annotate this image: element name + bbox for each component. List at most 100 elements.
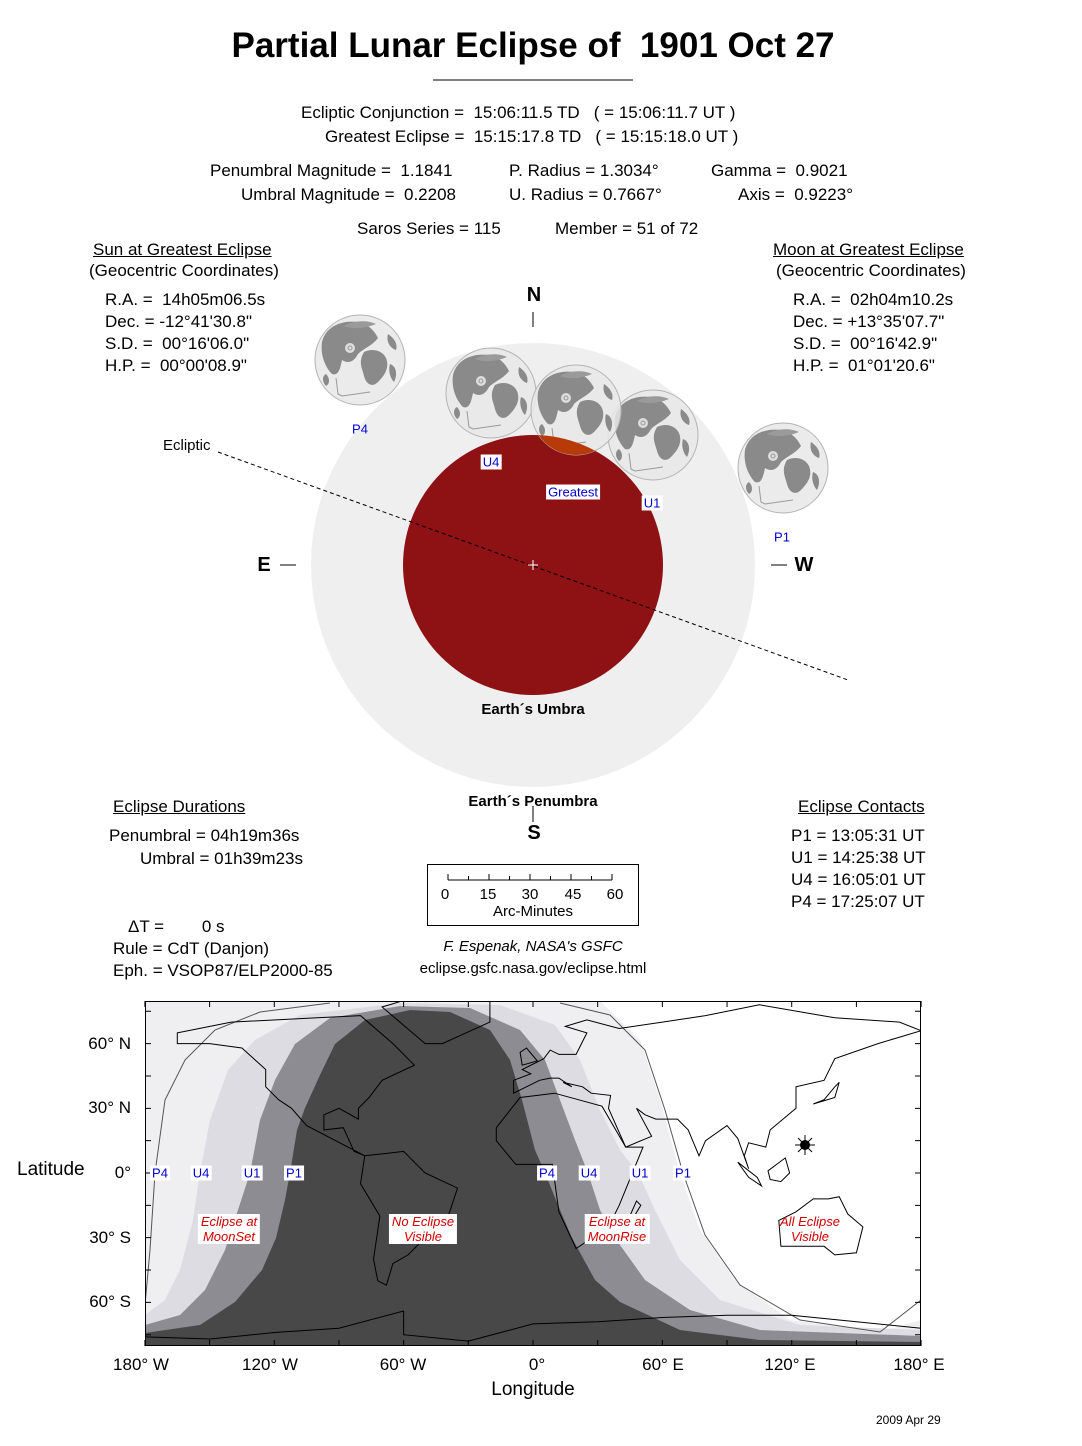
- scale-label: Arc-Minutes: [492, 903, 574, 920]
- lat-tick-60n: 60° N: [88, 1034, 131, 1053]
- penumbra-label: Earth´s Penumbra: [468, 793, 598, 810]
- map-label-p1-west: P1: [284, 1165, 304, 1181]
- continent-sumatra: [737, 1161, 763, 1188]
- penumbral-duration: Penumbral = 04h19m36s: [109, 826, 300, 845]
- north-label: N: [526, 284, 542, 306]
- continent-antarctica: [145, 1310, 921, 1342]
- lat-tick-60s: 60° S: [89, 1292, 131, 1311]
- contact-u1: U1 = 14:25:38 UT: [791, 848, 926, 867]
- p4-west-curve: [145, 1002, 331, 1306]
- sun-dec: Dec. = -12°41'30.8": [105, 312, 252, 331]
- moon-u1: [607, 389, 699, 481]
- west-label: W: [794, 554, 814, 576]
- contact-p4: P4 = 17:25:07 UT: [791, 892, 925, 911]
- map-label-p1-east: P1: [673, 1165, 693, 1181]
- visibility-map: [145, 1001, 921, 1346]
- moon-label-u4: U4: [480, 454, 502, 470]
- ecliptic-label: Ecliptic: [163, 437, 211, 454]
- lon-tick-60e: 60° E: [642, 1355, 684, 1374]
- sun-ra: R.A. = 14h05m06.5s: [105, 290, 266, 309]
- lat-tick-30n: 30° N: [88, 1098, 131, 1117]
- continent-australia: [778, 1196, 864, 1256]
- scale-tick-30: 30: [521, 886, 539, 903]
- sun-subheading: (Geocentric Coordinates): [89, 261, 279, 280]
- map-label-u1-west: U1: [241, 1165, 263, 1181]
- region-label-moonset: Eclipse at MoonSet: [197, 1214, 261, 1244]
- greatest-eclipse: Greatest Eclipse = 15:15:17.8 TD ( = 15:…: [325, 127, 739, 146]
- umbra-label: Earth´s Umbra: [481, 701, 585, 718]
- delta-t: ΔT = 0 s: [128, 917, 225, 936]
- sub-lunar-sun-icon: [795, 1135, 815, 1155]
- contacts-heading: Eclipse Contacts: [798, 797, 925, 816]
- lon-tick-0: 0°: [528, 1355, 546, 1374]
- scale-bar-ticks: [447, 874, 613, 881]
- durations-heading: Eclipse Durations: [113, 797, 246, 816]
- generation-date: 2009 Apr 29: [876, 1413, 941, 1427]
- region-label-all-visible: All Eclipse Visible: [780, 1214, 840, 1244]
- scale-tick-0: 0: [440, 886, 450, 903]
- p-radius: P. Radius = 1.3034°: [509, 161, 659, 180]
- map-ticks: [144, 1001, 922, 1346]
- map-label-u4-east: U4: [578, 1165, 600, 1181]
- saros-member: Member = 51 of 72: [555, 219, 699, 238]
- longitude-axis-label: Longitude: [491, 1379, 575, 1400]
- sun-hp: H.P. = 00°00'08.9": [105, 356, 247, 375]
- moon-p1: [737, 422, 829, 514]
- continent-north-america: [176, 1015, 416, 1157]
- region-no-eclipse: [145, 1010, 921, 1346]
- continent-outlines: [145, 1001, 921, 1342]
- region-label-no-eclipse: No Eclipse Visible: [388, 1214, 458, 1244]
- continent-japan: [813, 1082, 840, 1105]
- moon-hp: H.P. = 01°01'20.6": [793, 356, 935, 375]
- continent-eurasia: [513, 1004, 921, 1169]
- lon-tick-180w: 180° W: [113, 1355, 169, 1374]
- continent-borneo: [767, 1157, 791, 1183]
- moon-heading: Moon at Greatest Eclipse: [773, 240, 964, 259]
- moon-p4: [314, 314, 406, 406]
- moon-label-greatest: Greatest: [546, 484, 600, 500]
- lon-tick-120w: 120° W: [242, 1355, 298, 1374]
- axis: Axis = 0.9223°: [738, 185, 854, 204]
- rule: Rule = CdT (Danjon): [113, 939, 270, 958]
- moon-label-p4: P4: [352, 421, 368, 437]
- scale-box: [427, 864, 639, 926]
- region-label-moonrise: Eclipse at MoonRise: [584, 1214, 650, 1244]
- moon-subheading: (Geocentric Coordinates): [776, 261, 966, 280]
- moon-label-p1: P1: [774, 529, 790, 545]
- lon-tick-60w: 60° W: [379, 1355, 427, 1374]
- saros-series: Saros Series = 115: [357, 219, 501, 238]
- map-label-u1-east: U1: [629, 1165, 651, 1181]
- scale-tick-60: 60: [606, 886, 624, 903]
- continent-south-america: [359, 1150, 459, 1286]
- map-label-p4-west: P4: [150, 1165, 170, 1181]
- contact-p1: P1 = 13:05:31 UT: [791, 826, 925, 845]
- moon-ra: R.A. = 02h04m10.2s: [793, 290, 954, 309]
- lon-tick-180e: 180° E: [893, 1355, 945, 1374]
- gamma: Gamma = 0.9021: [711, 161, 848, 180]
- map-label-p4-east: P4: [537, 1165, 557, 1181]
- continent-british-isles: [519, 1047, 539, 1066]
- ephemeris: Eph. = VSOP87/ELP2000-85: [113, 961, 333, 980]
- map-label-u4-west: U4: [190, 1165, 212, 1181]
- umbral-magnitude: Umbral Magnitude = 0.2208: [241, 185, 456, 204]
- sun-sd: S.D. = 00°16'06.0": [105, 334, 250, 353]
- scale-tick-15: 15: [479, 886, 497, 903]
- latitude-axis-label: Latitude: [17, 1159, 85, 1180]
- credit-author: F. Espenak, NASA's GSFC: [443, 938, 623, 955]
- moon-sd: S.D. = 00°16'42.9": [793, 334, 938, 353]
- moon-label-u1: U1: [641, 495, 663, 511]
- scale-bar: [447, 874, 613, 881]
- sun-heading: Sun at Greatest Eclipse: [93, 240, 272, 259]
- contact-u4: U4 = 16:05:01 UT: [791, 870, 926, 889]
- moon-dec: Dec. = +13°35'07.7": [793, 312, 945, 331]
- credit-url: eclipse.gsfc.nasa.gov/eclipse.html: [419, 960, 647, 977]
- lon-tick-120e: 120° E: [764, 1355, 816, 1374]
- ecliptic-conjunction: Ecliptic Conjunction = 15:06:11.5 TD ( =…: [301, 103, 736, 122]
- lat-tick-30s: 30° S: [89, 1228, 131, 1247]
- continent-greenland: [381, 1001, 491, 1045]
- page-title: Partial Lunar Eclipse of 1901 Oct 27: [231, 26, 835, 65]
- u-radius: U. Radius = 0.7667°: [509, 185, 662, 204]
- p1-east-curve: [559, 1002, 921, 1333]
- moon-u4: [445, 347, 537, 439]
